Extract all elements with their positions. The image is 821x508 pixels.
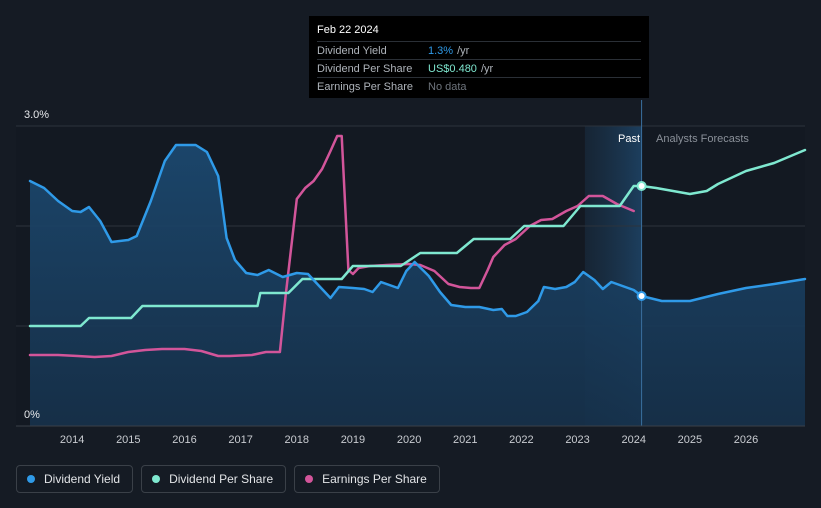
tooltip-date: Feb 22 2024 — [317, 24, 379, 36]
tooltip-key: Dividend Per Share — [317, 62, 413, 75]
dividend-yield-line — [28, 143, 807, 318]
dividend-per-share-dot-icon — [152, 475, 161, 483]
x-tick-label: 2024 — [621, 434, 645, 446]
tooltip-key: Earnings Per Share — [317, 80, 413, 93]
legend-item-dividend-yield[interactable]: Dividend Yield — [16, 465, 134, 493]
dividend-per-share-line — [28, 148, 807, 328]
x-tick-label: 2026 — [734, 434, 758, 446]
dividend-yield-marker — [636, 291, 647, 301]
x-tick-label: 2021 — [453, 434, 477, 446]
x-tick-label: 2014 — [60, 434, 84, 446]
legend-item-earnings-per-share[interactable]: Earnings Per Share — [294, 465, 440, 493]
legend-label: Earnings Per Share — [322, 472, 427, 486]
tooltip: Feb 22 2024 Dividend Yield 1.3% /yr Divi… — [309, 16, 649, 98]
tooltip-unit: /yr — [480, 62, 494, 75]
tooltip-row-dividend-yield: Dividend Yield 1.3% /yr — [317, 41, 641, 59]
legend-item-dividend-per-share[interactable]: Dividend Per Share — [141, 465, 287, 493]
tooltip-value: 1.3% — [428, 44, 454, 57]
earnings-per-share-dot-icon — [305, 475, 314, 483]
x-tick-label: 2016 — [172, 434, 196, 446]
dividend-per-share-marker — [636, 181, 647, 191]
legend-label: Dividend Yield — [44, 472, 121, 486]
legend-label: Dividend Per Share — [169, 472, 274, 486]
x-tick-label: 2025 — [678, 434, 702, 446]
tooltip-value: No data — [428, 80, 467, 93]
tooltip-row-earnings-per-share: Earnings Per Share No data — [317, 77, 641, 95]
x-tick-label: 2022 — [509, 434, 533, 446]
x-tick-label: 2019 — [341, 434, 365, 446]
past-label: Past — [618, 133, 640, 145]
y-tick-label: 0% — [24, 409, 40, 421]
tooltip-value: US$0.480 — [428, 62, 477, 75]
tooltip-key: Dividend Yield — [317, 44, 387, 57]
x-tick-label: 2023 — [565, 434, 589, 446]
forecast-label: Analysts Forecasts — [656, 133, 749, 145]
tooltip-unit: /yr — [457, 44, 470, 57]
x-tick-label: 2020 — [397, 434, 421, 446]
x-tick-label: 2017 — [228, 434, 252, 446]
dividend-yield-dot-icon — [27, 475, 35, 483]
tooltip-row-dividend-per-share: Dividend Per Share US$0.480 /yr — [317, 59, 641, 77]
y-tick-label: 3.0% — [24, 109, 49, 121]
legend: Dividend Yield Dividend Per Share Earnin… — [16, 465, 440, 493]
x-tick-label: 2018 — [285, 434, 309, 446]
x-tick-label: 2015 — [116, 434, 140, 446]
